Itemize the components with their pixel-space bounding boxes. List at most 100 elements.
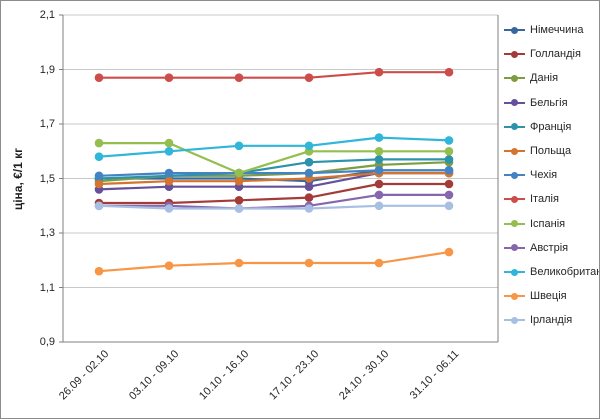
legend-label: Бельгія xyxy=(530,96,568,109)
legend-label: Польща xyxy=(530,145,572,157)
series-point xyxy=(444,155,454,164)
y-tick-label: 0,9 xyxy=(39,336,55,348)
y-tick-label: 1,9 xyxy=(39,63,55,76)
legend-label: Швеція xyxy=(530,290,567,303)
legend-label: Чехія xyxy=(530,169,558,182)
legend-series-marker-icon xyxy=(504,195,525,204)
legend-item: Ірландія xyxy=(504,312,572,328)
series-point xyxy=(94,179,104,189)
y-tick-label: 1,7 xyxy=(39,118,55,130)
legend-series-marker-icon xyxy=(504,292,525,301)
legend-series-marker-icon xyxy=(504,243,525,252)
series-point xyxy=(234,73,244,82)
series-point xyxy=(94,138,104,148)
series-line-11 xyxy=(98,136,450,158)
series-point xyxy=(374,201,384,211)
series-point xyxy=(94,73,104,82)
legend-item: Польща xyxy=(504,143,571,159)
series-line-5 xyxy=(98,158,449,180)
series-point xyxy=(374,166,384,175)
legend-series-marker-icon xyxy=(504,26,525,35)
series-point xyxy=(374,258,384,268)
legend-item: Австрія xyxy=(504,240,568,256)
legend-series-marker-icon xyxy=(504,147,525,156)
legend-item: Швеція xyxy=(504,288,567,304)
legend-label: Австрія xyxy=(530,241,569,254)
series-point xyxy=(444,179,454,189)
legend-label: Ірландія xyxy=(530,314,573,327)
legend-item: Великобританія xyxy=(504,264,599,280)
series-point xyxy=(304,258,314,268)
series-point xyxy=(304,182,314,191)
series-point xyxy=(234,204,244,213)
series-point xyxy=(164,73,174,82)
series-point xyxy=(234,196,244,205)
series-point xyxy=(304,157,314,167)
legend-item: Німеччина xyxy=(504,22,584,38)
series-point xyxy=(374,179,384,189)
y-tick-label: 1,5 xyxy=(39,172,55,185)
series-point xyxy=(164,147,174,156)
legend-label: Голландія xyxy=(530,48,581,61)
series-line-2 xyxy=(99,182,449,205)
series-point xyxy=(304,141,314,151)
series-point xyxy=(304,73,314,82)
series-point xyxy=(164,168,174,178)
legend-series-marker-icon xyxy=(504,171,525,180)
series-line-13 xyxy=(98,204,449,210)
series-point xyxy=(374,155,384,164)
legend-label: Італія xyxy=(530,193,559,206)
y-tick-label: 1,1 xyxy=(39,281,55,294)
series-point xyxy=(164,176,174,186)
series-point xyxy=(444,166,454,175)
y-tick-label: 1,3 xyxy=(39,227,55,239)
series-point xyxy=(94,266,104,276)
series-point xyxy=(374,190,384,200)
series-line-7 xyxy=(98,169,449,177)
series-point xyxy=(374,147,384,156)
legend-series-marker-icon xyxy=(504,74,525,83)
legend-item: Голландія xyxy=(504,46,581,62)
series-point xyxy=(234,258,244,268)
legend-label: Великобританія xyxy=(530,266,599,278)
series-line-8 xyxy=(99,71,449,79)
legend-item: Данія xyxy=(504,70,558,86)
series-point xyxy=(304,204,314,213)
series-point xyxy=(444,247,454,257)
series-line-9 xyxy=(99,142,449,175)
series-point xyxy=(234,141,244,151)
legend-series-marker-icon xyxy=(504,316,525,325)
series-point xyxy=(304,193,314,202)
chart-legend: Німеччина Голландія Данія Бельгія Франція Пол… xyxy=(504,1,599,418)
series-point xyxy=(94,152,104,161)
series-point xyxy=(234,176,244,186)
series-point xyxy=(444,136,454,145)
series-point xyxy=(234,168,244,178)
legend-label: Німеччина xyxy=(530,24,584,36)
series-point xyxy=(304,168,314,178)
legend-item: Іспанія xyxy=(504,216,565,232)
series-point xyxy=(444,147,454,156)
legend-item: Італія xyxy=(504,191,559,207)
legend-item: Чехія xyxy=(504,167,557,183)
series-point xyxy=(164,204,174,213)
series-point xyxy=(164,261,174,271)
series-point xyxy=(444,190,454,200)
series-point xyxy=(94,171,104,181)
legend-series-marker-icon xyxy=(504,219,525,228)
legend-series-marker-icon xyxy=(504,268,525,277)
legend-series-marker-icon xyxy=(504,122,525,131)
series-point xyxy=(374,67,384,77)
legend-item: Бельгія xyxy=(504,95,568,111)
legend-label: Іспанія xyxy=(530,217,566,230)
series-line-6 xyxy=(98,172,449,186)
legend-item: Франція xyxy=(504,119,571,135)
legend-label: Данія xyxy=(530,72,559,85)
series-point xyxy=(444,201,454,211)
series-point xyxy=(374,133,384,142)
legend-series-marker-icon xyxy=(504,98,525,107)
series-line-10 xyxy=(99,193,449,210)
legend-label: Франція xyxy=(530,120,572,133)
